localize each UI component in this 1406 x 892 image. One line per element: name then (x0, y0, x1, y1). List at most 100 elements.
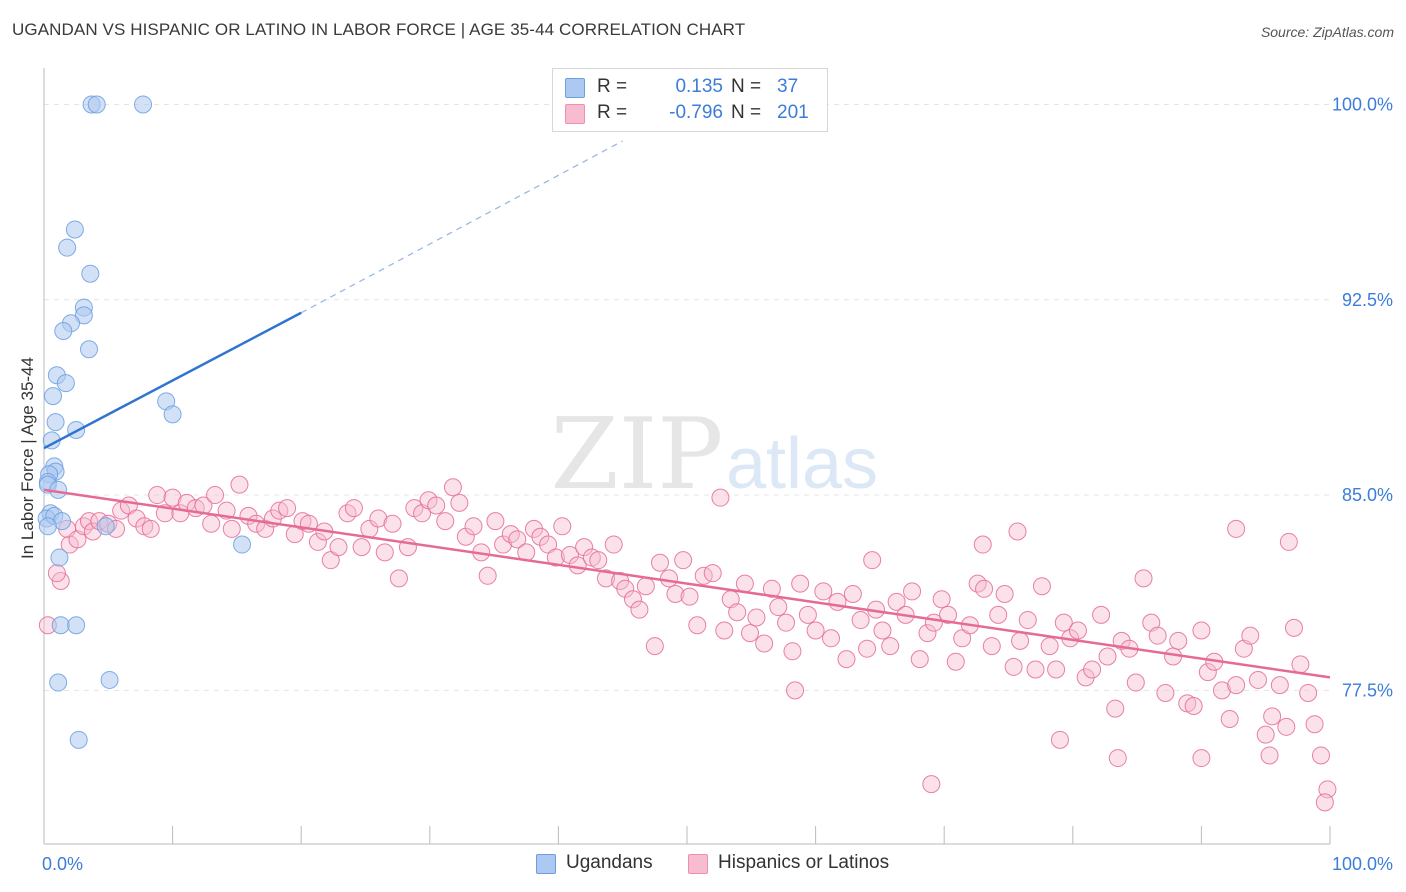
hispanic-point (464, 517, 483, 536)
hispanic-point (814, 582, 833, 601)
hispanic-point (680, 587, 699, 606)
hispanic-point (202, 514, 221, 533)
ugandan-points (37, 95, 252, 749)
hispanic-point (1083, 660, 1102, 679)
hispanic-point (436, 512, 455, 531)
hispanic-point (1106, 699, 1125, 718)
hispanic-point (922, 775, 941, 794)
hispanic-point (1315, 793, 1334, 812)
hispanic-point (688, 616, 707, 635)
watermark: ZIP atlas (551, 398, 878, 512)
series-name-ugandans: Ugandans (566, 852, 653, 873)
hispanic-point (783, 642, 802, 661)
x-tick-labels: 0.0% 100.0% (42, 854, 1393, 874)
hispanic-point (1004, 657, 1023, 676)
hispanic-point (443, 478, 462, 497)
hispanic-point (1212, 681, 1231, 700)
hispanic-point (777, 613, 796, 632)
hispanic-point (47, 564, 66, 583)
hispanic-point (1047, 660, 1066, 679)
watermark-atlas: atlas (726, 424, 878, 504)
hispanic-point (786, 681, 805, 700)
hispanic-point (1270, 676, 1289, 695)
ugandan-trend-line (43, 311, 302, 450)
hispanic-point (575, 538, 594, 557)
series-swatch-ugandans (536, 854, 556, 874)
hispanic-point (560, 545, 579, 564)
hispanic-point (863, 551, 882, 570)
watermark-zip: ZIP (551, 398, 724, 512)
hispanic-point (589, 551, 608, 570)
hispanic-point (278, 499, 297, 518)
hispanic-point (1311, 746, 1330, 765)
hispanic-point (1092, 605, 1111, 624)
y-tick-label: 85.0% (1342, 485, 1393, 505)
hispanic-point (1277, 717, 1296, 736)
hispanic-point (256, 519, 275, 538)
hispanic-point (308, 532, 327, 551)
legend-swatch-hispanics (565, 104, 585, 124)
legend-r-value: -0.796 (669, 102, 723, 123)
hispanic-point (747, 608, 766, 627)
series-name-hispanics: Hispanics or Latinos (718, 852, 890, 873)
hispanic-point (703, 564, 722, 583)
hispanic-point (1156, 683, 1175, 702)
hispanic-point (450, 493, 469, 512)
ugandan-point (50, 548, 69, 567)
ugandan-point (96, 517, 115, 536)
hispanic-point (1234, 639, 1253, 658)
hispanic-point (1284, 618, 1303, 637)
hispanic-point (636, 577, 655, 596)
legend-n-value: 37 (777, 76, 799, 97)
hispanic-point (1108, 749, 1127, 768)
hispanic-point (939, 605, 958, 624)
hispanic-point (728, 603, 747, 622)
hispanic-point (755, 634, 774, 653)
hispanic-point (873, 621, 892, 640)
y-tick-label: 100.0% (1332, 94, 1393, 114)
legend-n-value: 201 (777, 102, 809, 123)
chart-title: UGANDAN VS HISPANIC OR LATINO IN LABOR F… (12, 20, 746, 39)
hispanic-point (851, 611, 870, 630)
hispanic-point (1008, 522, 1027, 541)
ugandan-point (49, 673, 68, 692)
hispanic-point (828, 592, 847, 611)
ugandan-point (81, 264, 100, 283)
ugandan-point (58, 238, 77, 257)
hispanic-point (486, 512, 505, 531)
hispanic-point (932, 590, 951, 609)
hispanic-point (616, 579, 635, 598)
hispanic-point (1227, 519, 1246, 538)
ugandan-point (100, 670, 119, 689)
hispanic-point (413, 504, 432, 523)
hispanic-point (427, 496, 446, 515)
hispanic-point (604, 535, 623, 554)
hispanic-point (352, 538, 371, 557)
hispanic-point (650, 553, 669, 572)
hispanic-point (762, 579, 781, 598)
hispanic-point (982, 637, 1001, 656)
hispanic-point (344, 499, 363, 518)
ugandan-point (65, 220, 84, 239)
hispanic-point (1220, 710, 1239, 729)
series-legend: Ugandans Hispanics or Latinos (0, 852, 1406, 878)
hispanic-point (1011, 631, 1030, 650)
y-axis-label: In Labor Force | Age 35-44 (18, 357, 37, 559)
hispanic-point (995, 585, 1014, 604)
hispanic-point (1256, 725, 1275, 744)
ugandan-point (51, 616, 70, 635)
ugandan-trend-extension (300, 140, 624, 314)
hispanic-point (206, 486, 225, 505)
hispanic-point (1291, 655, 1310, 674)
axes (43, 68, 1331, 845)
hispanic-point (1192, 749, 1211, 768)
ugandan-point (67, 616, 86, 635)
hispanic-point (141, 519, 160, 538)
ugandan-point (38, 517, 57, 536)
hispanic-point (1148, 626, 1167, 645)
hispanic-point (456, 527, 475, 546)
ugandan-point (80, 340, 99, 359)
hispanic-point (553, 517, 572, 536)
series-swatch-hispanics (688, 854, 708, 874)
hispanic-point (163, 488, 182, 507)
